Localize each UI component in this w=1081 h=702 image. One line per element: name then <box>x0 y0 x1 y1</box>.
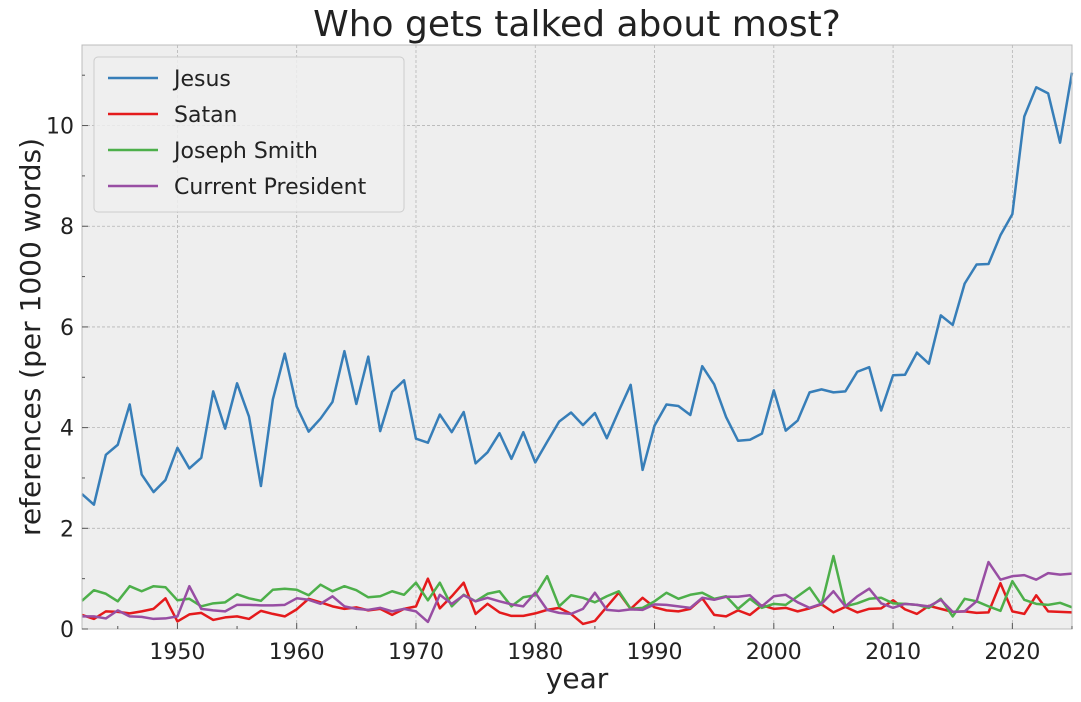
y-axis-label: references (per 1000 words) <box>14 138 47 536</box>
y-tick-label: 10 <box>46 115 74 140</box>
series-line-current-president <box>82 560 1073 624</box>
series-line-jesus <box>81 72 1074 506</box>
series-line-satan <box>81 577 1073 626</box>
plot-frame <box>81 44 1073 630</box>
y-tick-label: 4 <box>60 417 74 442</box>
x-tick-label: 1960 <box>269 640 325 665</box>
series-lines <box>81 72 1074 626</box>
y-tick-label: 0 <box>60 618 74 643</box>
chart-title: Who gets talked about most? <box>313 4 841 45</box>
y-tick-label: 2 <box>60 517 74 542</box>
legend-label-joseph-smith: Joseph Smith <box>172 139 318 164</box>
x-tick-label: 1980 <box>507 640 563 665</box>
x-tick-label: 1970 <box>388 640 444 665</box>
x-tick-label: 2010 <box>865 640 921 665</box>
y-tick-label: 8 <box>60 215 74 240</box>
legend: Jesus Satan Joseph Smith Current President <box>93 56 405 213</box>
y-tick-label: 6 <box>60 316 74 341</box>
legend-label-jesus: Jesus <box>172 67 231 92</box>
legend-label-current-president: Current President <box>174 175 367 200</box>
x-axis-label: year <box>546 662 609 695</box>
x-axis: 1950 1960 1970 1980 1990 2000 2010 2020 <box>117 623 1073 665</box>
x-tick-label: 1990 <box>627 640 683 665</box>
legend-box <box>93 56 405 213</box>
legend-label-satan: Satan <box>174 103 238 128</box>
x-tick-label: 2000 <box>746 640 802 665</box>
x-tick-label: 2020 <box>984 640 1040 665</box>
y-axis: 0 2 4 6 8 10 <box>46 74 88 643</box>
x-tick-label: 1950 <box>149 640 205 665</box>
